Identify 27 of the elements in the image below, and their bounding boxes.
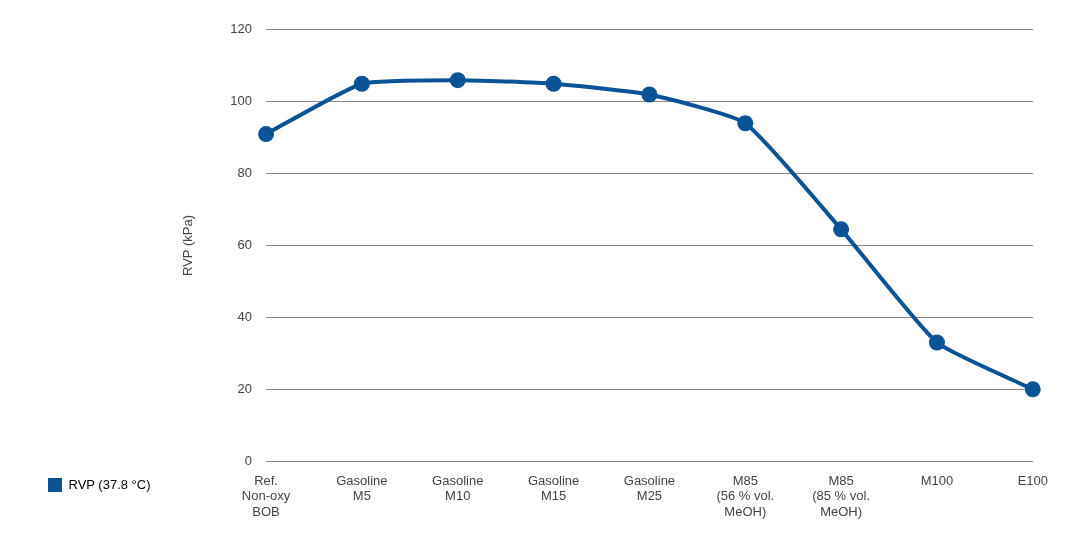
- point: [737, 115, 754, 132]
- x-tick-label: M85 (56 % vol. MeOH): [716, 472, 775, 519]
- x-tick-label: E100: [1017, 472, 1049, 488]
- x-tick-label: Ref. Non-oxy BOB: [241, 472, 291, 519]
- point: [1024, 381, 1041, 398]
- y-tick-label: 40: [237, 308, 253, 324]
- y-tick-label: 60: [237, 237, 253, 253]
- x-tick-label: Gasoline M15: [527, 472, 580, 504]
- point: [258, 126, 275, 143]
- point: [545, 75, 562, 92]
- point: [449, 72, 466, 89]
- x-tick-label: M85 (85 % vol. MeOH): [812, 472, 871, 519]
- x-tick-label: Gasoline M5: [336, 472, 388, 504]
- x-tick-label: M100: [920, 472, 954, 488]
- y-tick-label: 80: [237, 165, 253, 181]
- y-tick-label: 100: [230, 93, 253, 109]
- legend-label: RVP (37.8 °C): [68, 476, 151, 492]
- y-tick-label: 0: [244, 452, 253, 468]
- y-axis-title: RVP (kPa): [180, 215, 196, 276]
- y-tick-label: 20: [237, 380, 253, 396]
- x-tick-label: Gasoline M25: [623, 472, 676, 504]
- point: [641, 86, 658, 103]
- y-tick-label: 120: [230, 21, 253, 37]
- point: [833, 221, 850, 238]
- point: [353, 75, 370, 92]
- x-tick-label: Gasoline M10: [432, 472, 484, 504]
- point: [928, 334, 945, 351]
